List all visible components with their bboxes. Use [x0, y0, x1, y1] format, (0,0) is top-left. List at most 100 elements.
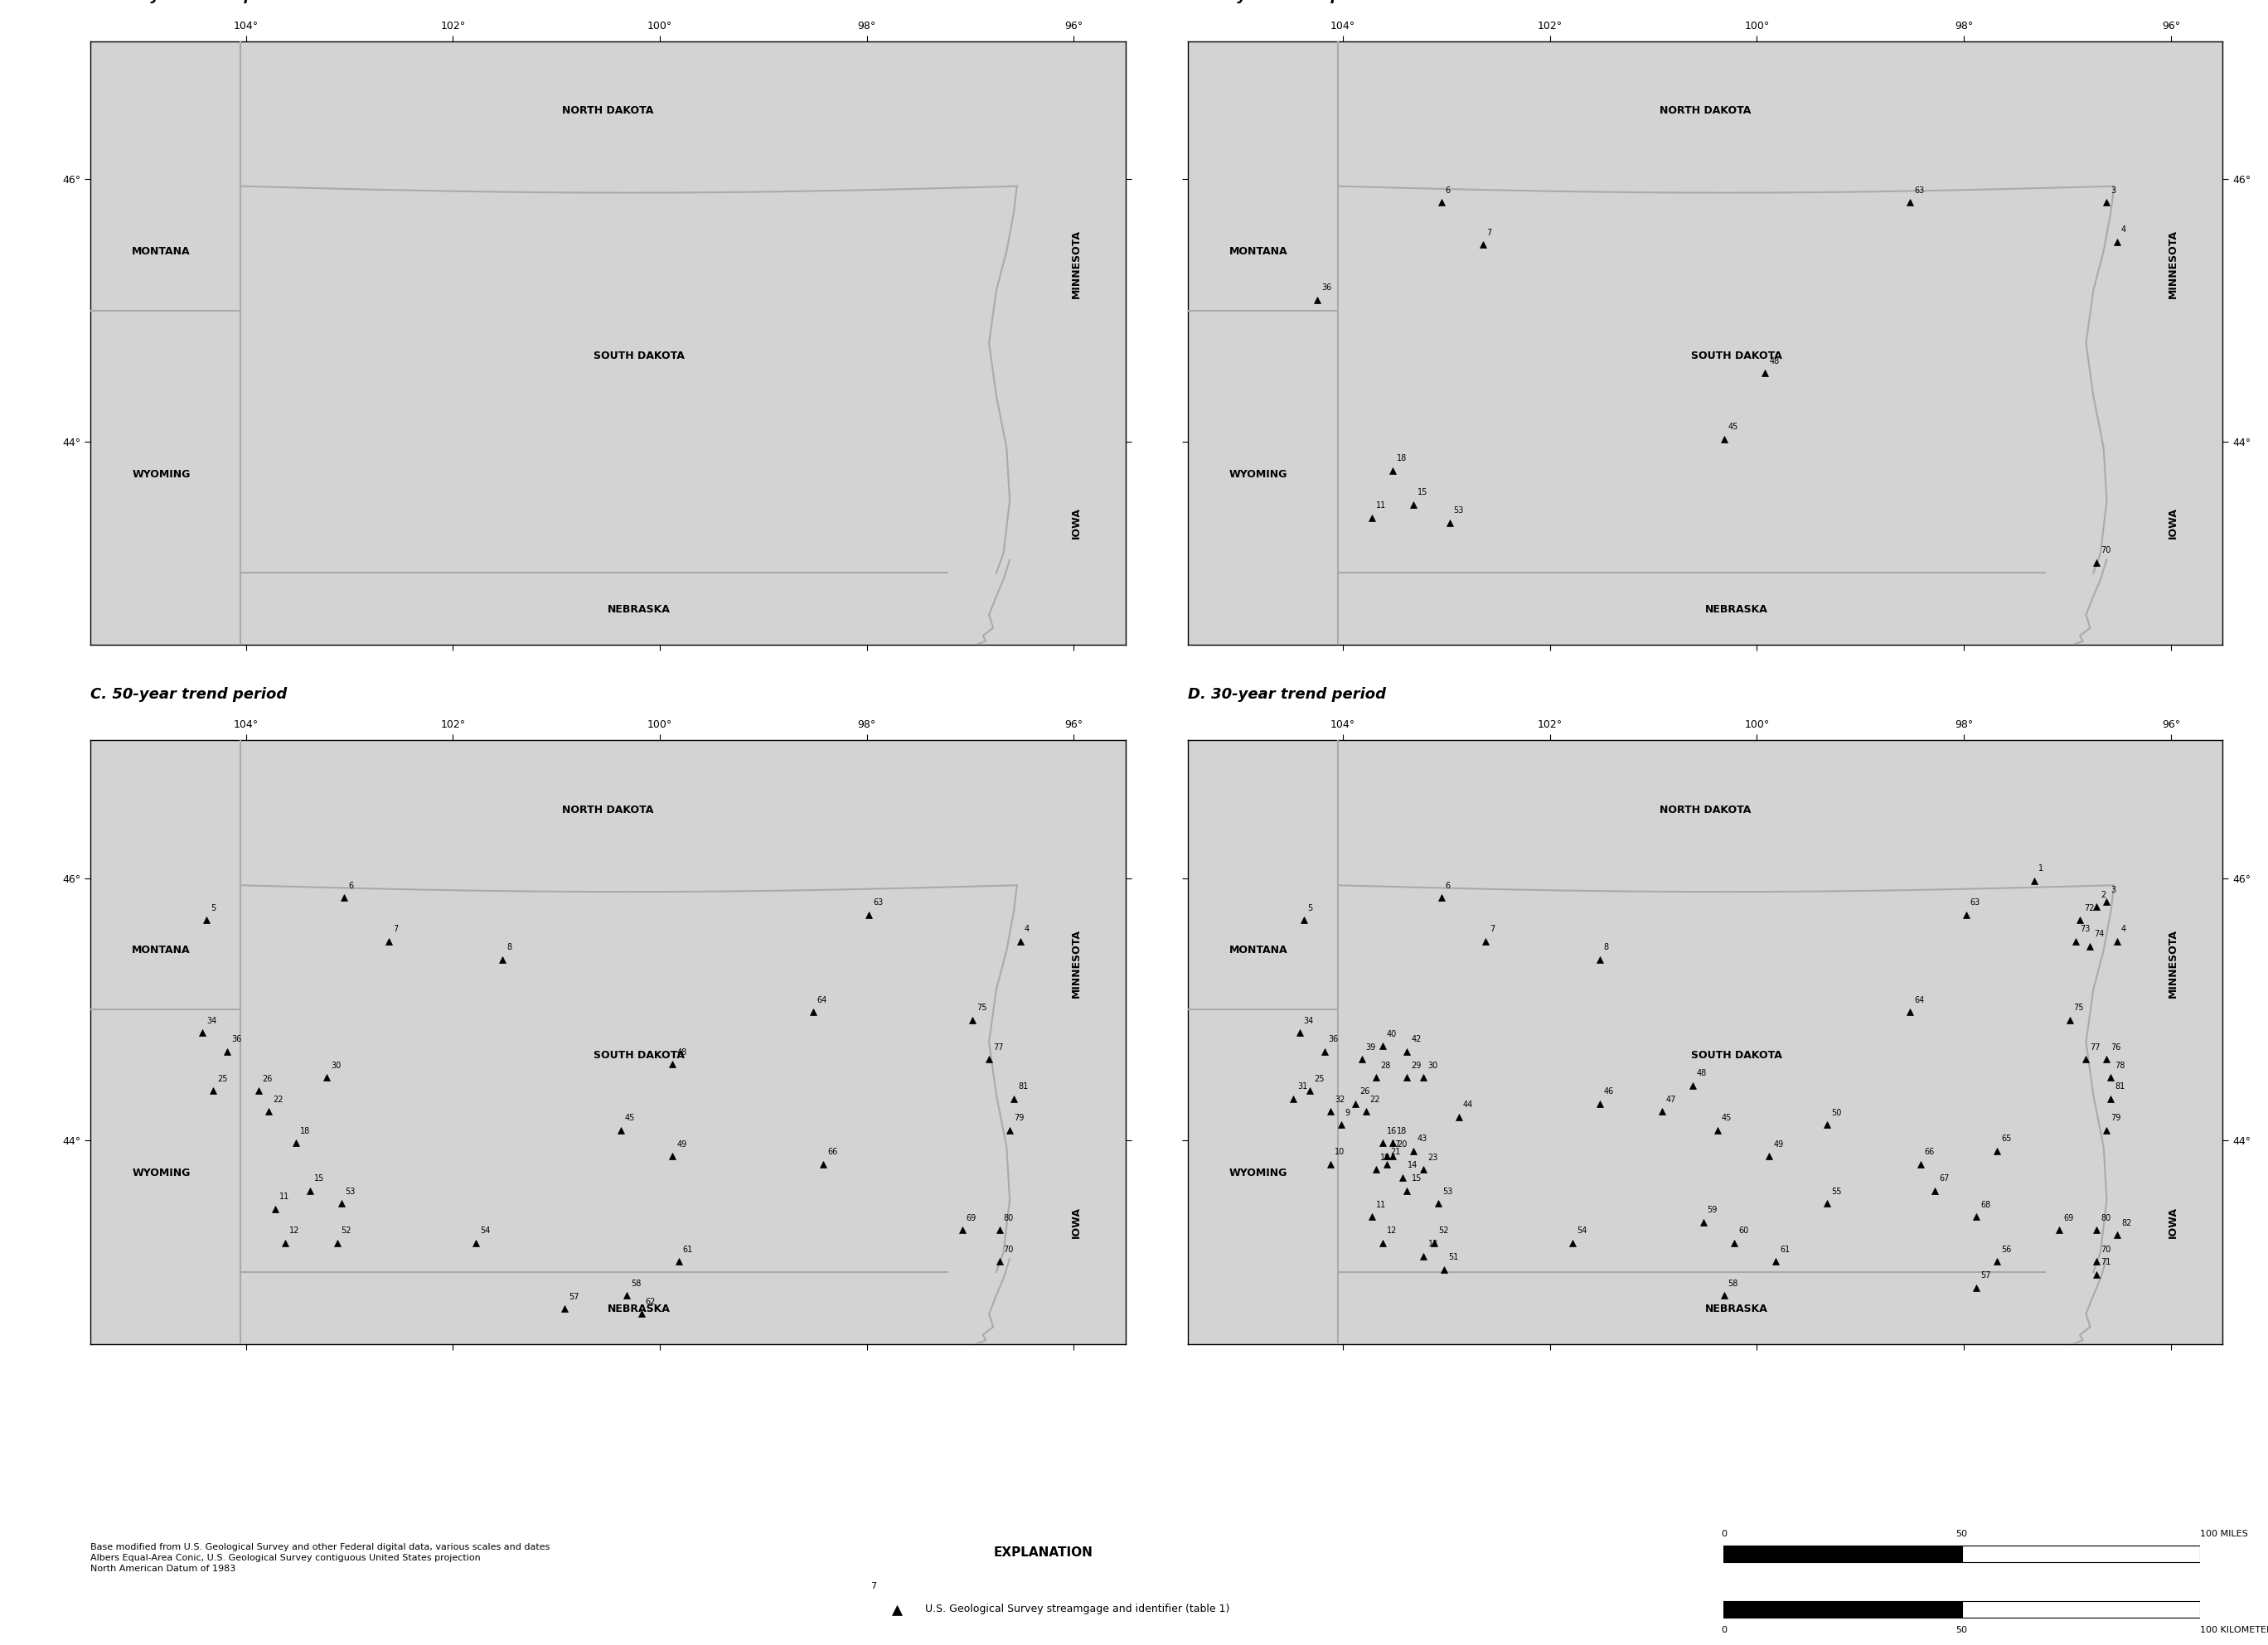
Text: 3: 3	[2112, 885, 2116, 893]
Text: 72: 72	[2084, 903, 2093, 913]
Text: 80: 80	[1002, 1214, 1014, 1222]
Text: 5: 5	[211, 903, 215, 913]
Text: 77: 77	[993, 1043, 1002, 1051]
Text: 66: 66	[828, 1148, 837, 1156]
Text: C. 50-year trend period: C. 50-year trend period	[91, 688, 288, 702]
Text: 15: 15	[1411, 1175, 1422, 1183]
Text: 30: 30	[331, 1061, 340, 1069]
Text: 1: 1	[2039, 865, 2043, 873]
Text: 63: 63	[873, 898, 882, 906]
Text: 25: 25	[1313, 1074, 1325, 1082]
Text: 39: 39	[1365, 1043, 1377, 1051]
Text: EXPLANATION: EXPLANATION	[993, 1546, 1093, 1559]
Text: NEBRASKA: NEBRASKA	[1706, 604, 1767, 615]
Text: 78: 78	[2116, 1061, 2125, 1069]
Text: MINNESOTA: MINNESOTA	[2168, 929, 2177, 999]
Text: 8: 8	[1603, 943, 1608, 951]
Text: 100 MILES: 100 MILES	[2200, 1530, 2248, 1538]
Text: 12: 12	[290, 1227, 299, 1235]
Text: 4: 4	[2121, 924, 2127, 933]
Text: 36: 36	[1329, 1035, 1338, 1043]
Text: 70: 70	[2100, 546, 2112, 554]
Text: 51: 51	[1449, 1253, 1458, 1262]
Text: WYOMING: WYOMING	[132, 469, 191, 480]
Text: 6: 6	[349, 882, 354, 890]
Text: 60: 60	[1737, 1227, 1749, 1235]
Text: 6: 6	[1445, 186, 1452, 194]
Text: 26: 26	[1359, 1087, 1370, 1096]
Text: 7: 7	[392, 924, 399, 933]
Text: MONTANA: MONTANA	[132, 944, 191, 956]
Text: 53: 53	[345, 1188, 356, 1196]
Text: 14: 14	[1406, 1161, 1418, 1170]
Text: 30: 30	[1429, 1061, 1438, 1069]
Text: 76: 76	[2112, 1043, 2121, 1051]
Text: MONTANA: MONTANA	[1229, 944, 1288, 956]
Text: 28: 28	[1381, 1061, 1390, 1069]
Text: 54: 54	[1576, 1227, 1588, 1235]
Text: 61: 61	[1780, 1245, 1789, 1253]
Text: 65: 65	[2000, 1135, 2012, 1143]
Text: SOUTH DAKOTA: SOUTH DAKOTA	[1690, 1050, 1783, 1061]
Text: 69: 69	[2064, 1214, 2073, 1222]
Text: 18: 18	[299, 1127, 311, 1135]
Text: WYOMING: WYOMING	[1229, 469, 1288, 480]
Text: NORTH DAKOTA: NORTH DAKOTA	[562, 804, 653, 816]
Text: 63: 63	[1971, 898, 1980, 906]
Text: 7: 7	[1488, 229, 1492, 237]
Text: NEBRASKA: NEBRASKA	[608, 1303, 671, 1314]
Text: 81: 81	[2116, 1082, 2125, 1091]
Text: 45: 45	[1721, 1114, 1733, 1122]
Text: 34: 34	[206, 1017, 218, 1025]
Text: NEBRASKA: NEBRASKA	[608, 604, 671, 615]
Text: 71: 71	[2100, 1258, 2112, 1267]
Text: 47: 47	[1667, 1096, 1676, 1104]
Text: 49: 49	[1774, 1140, 1783, 1148]
Text: 61: 61	[683, 1245, 692, 1253]
Text: 44: 44	[1463, 1101, 1474, 1109]
Text: 63: 63	[1914, 186, 1923, 194]
Text: 18: 18	[1397, 1127, 1406, 1135]
Text: 64: 64	[816, 995, 828, 1003]
Text: SOUTH DAKOTA: SOUTH DAKOTA	[594, 1050, 685, 1061]
Text: 57: 57	[569, 1293, 578, 1301]
Text: 25: 25	[218, 1074, 227, 1082]
Text: IOWA: IOWA	[1070, 507, 1082, 538]
Text: 16: 16	[1386, 1127, 1397, 1135]
Bar	[1724, 1546, 1962, 1563]
Text: 20: 20	[1397, 1140, 1406, 1148]
Text: MONTANA: MONTANA	[132, 245, 191, 257]
Text: 22: 22	[272, 1096, 284, 1104]
Text: MONTANA: MONTANA	[1229, 245, 1288, 257]
Text: 50: 50	[1955, 1530, 1969, 1538]
Text: 0: 0	[1721, 1530, 1726, 1538]
Text: 82: 82	[2121, 1219, 2132, 1227]
Text: NEBRASKA: NEBRASKA	[1706, 1303, 1767, 1314]
Text: 0: 0	[1721, 1625, 1726, 1635]
Text: 17: 17	[1390, 1140, 1402, 1148]
Text: 23: 23	[1429, 1153, 1438, 1161]
Text: 11: 11	[1377, 502, 1386, 510]
Text: U.S. Geological Survey streamgage and identifier (table 1): U.S. Geological Survey streamgage and id…	[925, 1604, 1229, 1614]
Text: 4: 4	[2121, 225, 2127, 234]
Text: 11: 11	[1377, 1201, 1386, 1209]
Bar	[1724, 1602, 1962, 1617]
Text: 62: 62	[646, 1298, 655, 1306]
Text: 48: 48	[1769, 357, 1780, 365]
Text: WYOMING: WYOMING	[132, 1168, 191, 1179]
Text: 29: 29	[1411, 1061, 1422, 1069]
Text: MINNESOTA: MINNESOTA	[1070, 230, 1082, 299]
Bar	[1962, 1602, 2200, 1617]
Text: 70: 70	[2100, 1245, 2112, 1253]
Bar	[1962, 1546, 2200, 1563]
Text: 66: 66	[1926, 1148, 1935, 1156]
Text: SOUTH DAKOTA: SOUTH DAKOTA	[1690, 350, 1783, 362]
Text: 74: 74	[2093, 929, 2105, 938]
Text: 58: 58	[631, 1280, 642, 1288]
Text: NORTH DAKOTA: NORTH DAKOTA	[1660, 804, 1751, 816]
Text: 36: 36	[1322, 283, 1331, 291]
Text: B. 75-year trend period: B. 75-year trend period	[1188, 0, 1386, 3]
Text: 34: 34	[1304, 1017, 1313, 1025]
Text: 8: 8	[506, 943, 513, 951]
Text: 5: 5	[1309, 903, 1313, 913]
